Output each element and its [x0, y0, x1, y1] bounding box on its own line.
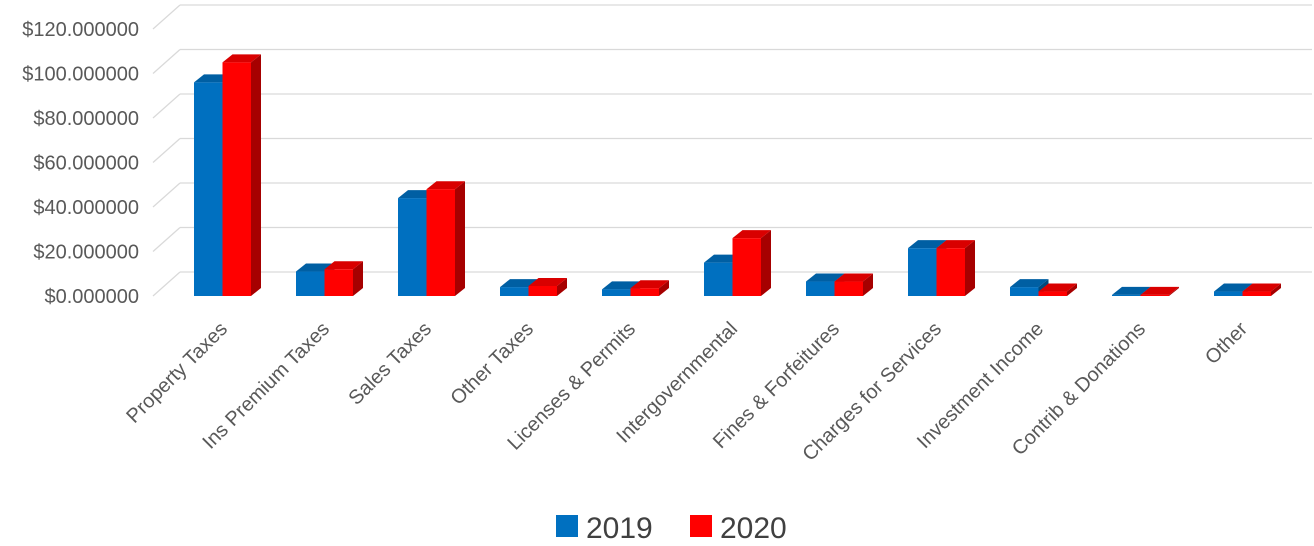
- bar-top: [324, 261, 363, 270]
- x-category-label: Other: [1201, 318, 1252, 369]
- bar-front: [1214, 291, 1243, 296]
- bar-front: [908, 248, 937, 296]
- gridline-side: [152, 4, 181, 30]
- bar-top: [222, 54, 261, 63]
- bar-top: [1112, 286, 1151, 295]
- bar-front: [834, 281, 863, 296]
- bar-front: [602, 289, 631, 296]
- bar-top: [426, 181, 465, 190]
- y-tick-label: $0.000000: [44, 286, 139, 308]
- bar-side: [863, 273, 873, 296]
- gridline-side: [152, 182, 181, 208]
- bar-side: [659, 280, 669, 296]
- bar-front: [1010, 287, 1039, 296]
- bar-2020-10: [1242, 283, 1281, 296]
- legend-label-2020: 2020: [720, 512, 787, 545]
- bar-top: [1010, 279, 1049, 288]
- bar-side: [1271, 283, 1281, 296]
- bar-2020-1: [324, 261, 363, 296]
- y-tick-label: $20.000000: [33, 242, 139, 264]
- bar-top: [834, 273, 873, 282]
- bar-2020-7: [936, 240, 975, 296]
- bar-side: [251, 54, 261, 296]
- bar-2020-5: [732, 230, 771, 296]
- bar-top: [732, 230, 771, 239]
- y-tick-label: $120.000000: [22, 19, 139, 41]
- y-tick-label: $100.000000: [22, 64, 139, 86]
- legend: 2019 2020: [556, 512, 787, 545]
- bar-2020-8: [1038, 283, 1077, 296]
- gridline-side: [152, 138, 181, 163]
- legend-label-2019: 2019: [586, 512, 653, 545]
- gridline-side: [152, 49, 181, 74]
- bar-side: [557, 277, 567, 296]
- bar-top: [908, 240, 947, 249]
- bar-front: [732, 238, 761, 296]
- bar-front: [630, 288, 659, 296]
- bar-side: [965, 240, 975, 296]
- bar-front: [194, 82, 223, 297]
- bar-front: [704, 262, 733, 296]
- y-tick-label: $60.000000: [33, 153, 139, 175]
- bar-side: [353, 261, 363, 296]
- bar-top: [630, 280, 669, 289]
- bar-2020-0: [222, 54, 261, 296]
- gridline-side: [152, 93, 181, 119]
- y-tick-label: $40.000000: [33, 197, 139, 219]
- bars: [194, 54, 1281, 297]
- bar-front: [806, 281, 835, 296]
- bar-top: [1140, 286, 1179, 295]
- bar-front: [296, 271, 325, 296]
- bar-front: [1038, 291, 1067, 296]
- bar-2020-2: [426, 181, 465, 296]
- bar-top: [528, 277, 567, 286]
- bar-2020-3: [528, 277, 567, 296]
- bar-front: [324, 269, 353, 296]
- bar-2020-9: [1140, 286, 1179, 296]
- bar-top: [1214, 283, 1253, 292]
- bar-front: [398, 198, 427, 296]
- bar-front: [528, 285, 557, 296]
- x-category-label: Other Taxes: [446, 318, 538, 410]
- bar-side: [761, 230, 771, 296]
- bar-top: [602, 281, 641, 290]
- bar-front: [1112, 294, 1141, 296]
- bar-top: [500, 279, 539, 288]
- gridlines: [152, 4, 1312, 297]
- bar-front: [1242, 291, 1271, 296]
- bar-top: [936, 240, 975, 249]
- y-tick-label: $80.000000: [33, 108, 139, 130]
- x-category-label: Property Taxes: [122, 318, 232, 428]
- bar-2020-4: [630, 280, 669, 296]
- bar-front: [1140, 294, 1169, 296]
- gridline-side: [152, 271, 181, 297]
- legend-swatch-2019: [556, 515, 578, 537]
- bar-side: [1169, 286, 1179, 296]
- bar-front: [500, 287, 529, 296]
- bar-top: [1038, 283, 1077, 292]
- legend-swatch-2020: [690, 515, 712, 537]
- bar-side: [455, 181, 465, 296]
- bar-top: [806, 273, 845, 282]
- bar-side: [1067, 283, 1077, 296]
- bar-2020-6: [834, 273, 873, 296]
- bar-front: [426, 189, 455, 296]
- bar-top: [1242, 283, 1281, 292]
- bar-front: [936, 248, 965, 296]
- gridline-side: [152, 227, 181, 252]
- x-category-label: Sales Taxes: [344, 318, 436, 410]
- bar-front: [222, 62, 251, 296]
